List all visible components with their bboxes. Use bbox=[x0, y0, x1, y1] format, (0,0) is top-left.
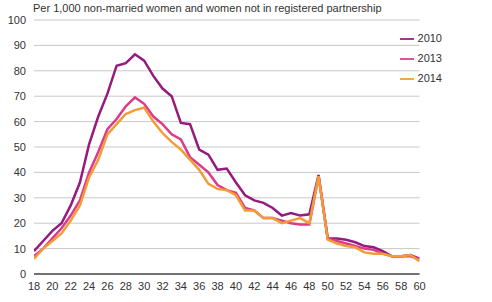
svg-text:30: 30 bbox=[138, 280, 150, 292]
svg-text:56: 56 bbox=[377, 280, 389, 292]
html-text:2010: 2010 bbox=[417, 32, 442, 44]
svg-text:50: 50 bbox=[14, 141, 26, 153]
svg-text:58: 58 bbox=[395, 280, 407, 292]
html-text:2014: 2014 bbox=[417, 72, 442, 84]
svg-text:40: 40 bbox=[14, 166, 26, 178]
svg-text:0: 0 bbox=[20, 268, 26, 280]
svg-text:20: 20 bbox=[46, 280, 58, 292]
svg-text:18: 18 bbox=[28, 280, 40, 292]
svg-text:24: 24 bbox=[83, 280, 95, 292]
svg-text:60: 60 bbox=[413, 280, 425, 292]
svg-text:60: 60 bbox=[14, 116, 26, 128]
svg-text:36: 36 bbox=[193, 280, 205, 292]
svg-text:28: 28 bbox=[120, 280, 132, 292]
svg-text:22: 22 bbox=[65, 280, 77, 292]
svg-text:32: 32 bbox=[156, 280, 168, 292]
html-text:Per 1,000 non-married women an: Per 1,000 non-married women and women no… bbox=[33, 2, 382, 14]
svg-text:40: 40 bbox=[230, 280, 242, 292]
svg-text:48: 48 bbox=[303, 280, 315, 292]
svg-text:54: 54 bbox=[358, 280, 370, 292]
html-text:2013: 2013 bbox=[417, 52, 442, 64]
svg-text:50: 50 bbox=[322, 280, 334, 292]
svg-text:80: 80 bbox=[14, 65, 26, 77]
svg-text:30: 30 bbox=[14, 192, 26, 204]
svg-text:52: 52 bbox=[340, 280, 352, 292]
svg-text:26: 26 bbox=[101, 280, 113, 292]
svg-text:100: 100 bbox=[8, 14, 26, 26]
svg-text:34: 34 bbox=[175, 280, 187, 292]
svg-text:20: 20 bbox=[14, 217, 26, 229]
svg-text:90: 90 bbox=[14, 39, 26, 51]
svg-text:42: 42 bbox=[248, 280, 260, 292]
svg-text:10: 10 bbox=[14, 243, 26, 255]
svg-text:46: 46 bbox=[285, 280, 297, 292]
svg-text:44: 44 bbox=[267, 280, 279, 292]
svg-text:38: 38 bbox=[211, 280, 223, 292]
svg-text:70: 70 bbox=[14, 90, 26, 102]
